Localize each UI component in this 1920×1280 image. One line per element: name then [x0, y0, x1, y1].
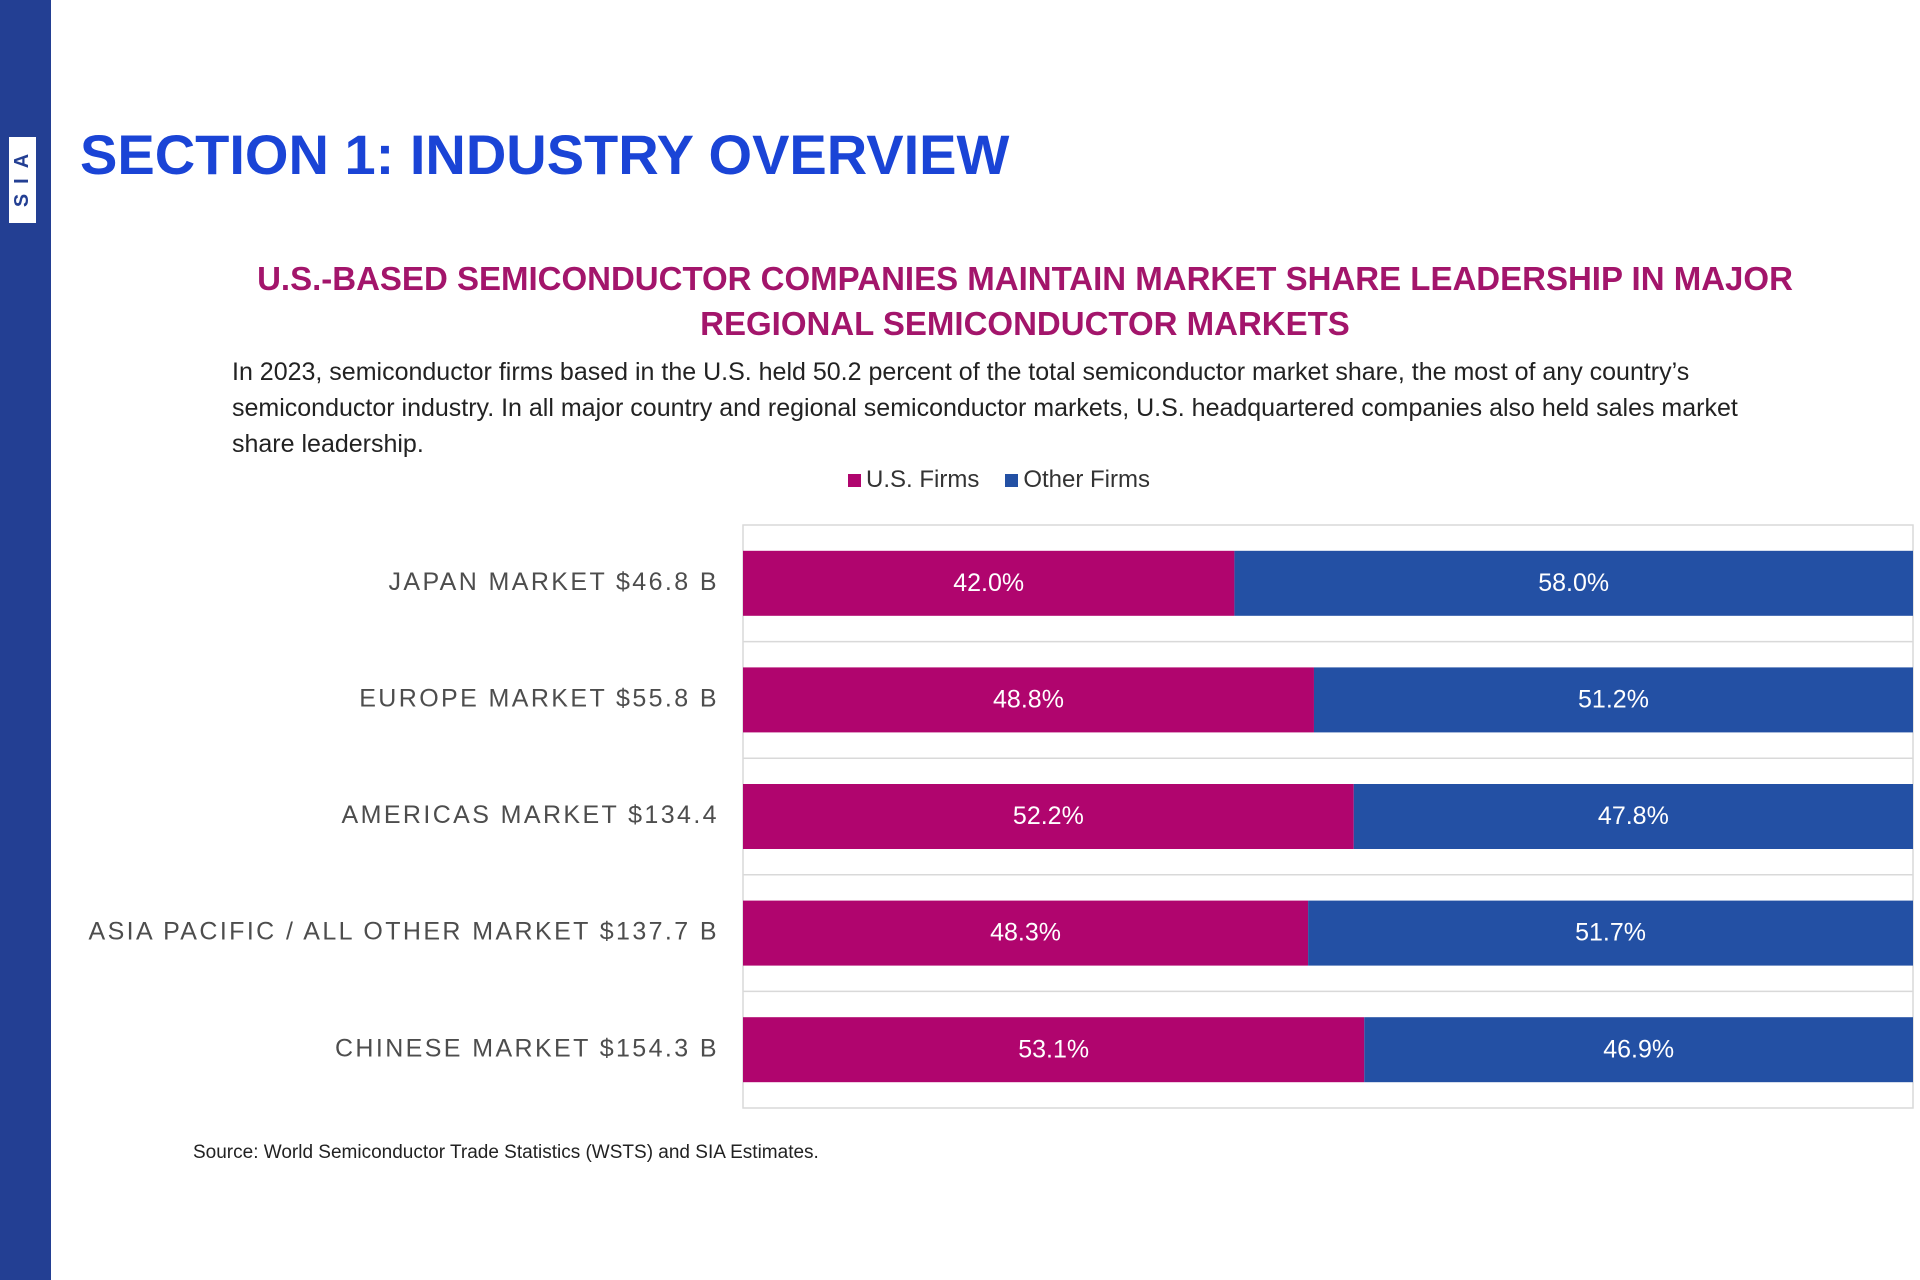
- category-label: ASIA PACIFIC / ALL OTHER MARKET $137.7 B: [89, 918, 719, 946]
- data-label-us-firms: 52.2%: [1013, 802, 1084, 830]
- chart-legend: U.S. Firms Other Firms: [848, 466, 1176, 494]
- legend-swatch-other-firms: [1005, 473, 1019, 487]
- bar-other-firms: [1234, 550, 1913, 616]
- data-label-us-firms: 42.0%: [953, 569, 1024, 597]
- category-label: JAPAN MARKET $46.8 B: [388, 568, 719, 596]
- section-title: SECTION 1: INDUSTRY OVERVIEW: [80, 123, 1010, 186]
- legend-item-other-firms: Other Firms: [1005, 466, 1150, 494]
- data-label-other-firms: 46.9%: [1603, 1035, 1674, 1063]
- bar-other-firms: [1313, 667, 1913, 733]
- data-label-us-firms: 48.3%: [990, 919, 1061, 947]
- bar-us-firms: [743, 1017, 1365, 1083]
- sidebar: SIA: [0, 0, 51, 1280]
- bar-other-firms: [1364, 1017, 1913, 1083]
- bar-us-firms: [743, 667, 1314, 733]
- sia-logo: SIA: [8, 136, 37, 224]
- category-label: EUROPE MARKET $55.8 B: [359, 685, 719, 713]
- data-label-us-firms: 53.1%: [1018, 1035, 1089, 1063]
- bar-other-firms: [1353, 784, 1913, 849]
- legend-item-us-firms: U.S. Firms: [848, 466, 979, 494]
- data-label-other-firms: 51.7%: [1575, 919, 1646, 947]
- chart-subtitle: U.S.-BASED SEMICONDUCTOR COMPANIES MAINT…: [257, 260, 1793, 342]
- intro-paragraph: In 2023, semiconductor firms based in th…: [232, 358, 1738, 458]
- data-label-other-firms: 58.0%: [1538, 569, 1609, 597]
- bar-other-firms: [1308, 900, 1913, 966]
- legend-label-other-firms: Other Firms: [1023, 466, 1150, 493]
- source-note: Source: World Semiconductor Trade Statis…: [193, 1142, 819, 1163]
- data-label-other-firms: 51.2%: [1578, 686, 1649, 714]
- bar-us-firms: [743, 550, 1235, 616]
- legend-label-us-firms: U.S. Firms: [866, 466, 980, 493]
- category-label: AMERICAS MARKET $134.4: [342, 801, 719, 829]
- category-label: CHINESE MARKET $154.3 B: [335, 1034, 719, 1062]
- bar-us-firms: [743, 900, 1309, 966]
- data-label-us-firms: 48.8%: [993, 686, 1064, 714]
- bar-us-firms: [743, 784, 1354, 849]
- legend-swatch-us-firms: [848, 473, 861, 487]
- data-label-other-firms: 47.8%: [1598, 802, 1669, 830]
